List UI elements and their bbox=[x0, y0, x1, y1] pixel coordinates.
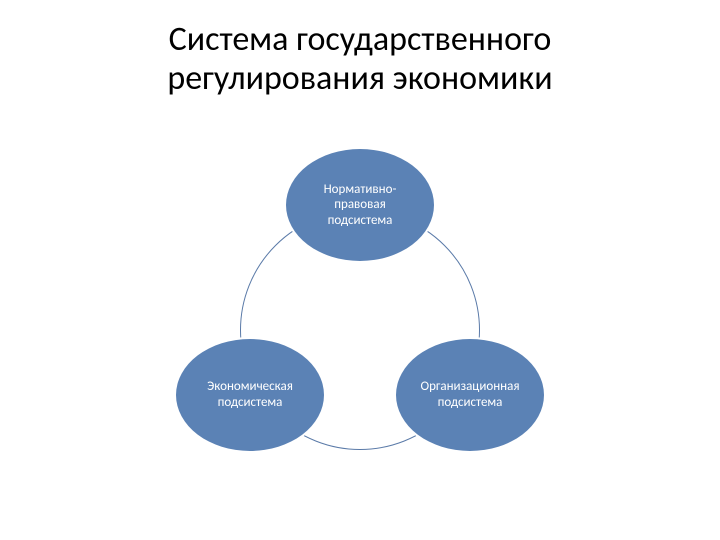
node-top: Нормативно-правоваяподсистема bbox=[284, 147, 436, 263]
node-right: Организационнаяподсистема bbox=[394, 337, 546, 453]
node-left: Экономическаяподсистема bbox=[174, 337, 326, 453]
title-line-2: регулирования экономики bbox=[167, 58, 552, 99]
node-left-label: Экономическаяподсистема bbox=[207, 379, 293, 410]
title-line-1: Система государственного bbox=[169, 19, 552, 60]
node-top-label: Нормативно-правоваяподсистема bbox=[324, 182, 397, 229]
page-title: Система государственного регулирования э… bbox=[50, 20, 670, 98]
node-right-label: Организационнаяподсистема bbox=[420, 379, 519, 410]
